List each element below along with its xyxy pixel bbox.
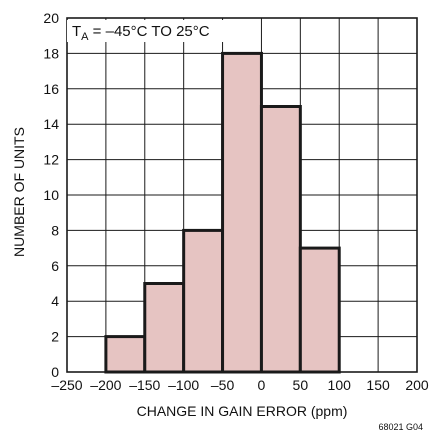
histogram-bar <box>104 335 147 374</box>
histogram-bar <box>143 282 186 374</box>
y-tick-label: 18 <box>43 45 59 61</box>
histogram-bar <box>259 105 302 374</box>
x-tick-label: 50 <box>293 377 309 393</box>
histogram-bar <box>298 246 341 374</box>
y-tick-label: 12 <box>43 152 59 168</box>
y-tick-label: 10 <box>43 187 59 203</box>
y-tick-labels: 0 2 4 6 8 10 12 14 16 18 20 <box>43 10 59 380</box>
x-tick-labels: –250 –200 –150 –100 –50 0 50 100 150 200 <box>51 377 428 393</box>
x-tick-label: –100 <box>168 377 199 393</box>
y-tick-label: 0 <box>51 364 59 380</box>
y-tick-label: 8 <box>51 222 59 238</box>
y-tick-label: 2 <box>51 329 59 345</box>
y-tick-label: 16 <box>43 81 59 97</box>
x-tick-label: 150 <box>366 377 390 393</box>
x-tick-label: 100 <box>328 377 352 393</box>
x-tick-label: 0 <box>258 377 266 393</box>
x-tick-label: –50 <box>211 377 235 393</box>
y-tick-label: 14 <box>43 116 59 132</box>
x-tick-label: 200 <box>405 377 429 393</box>
y-tick-label: 20 <box>43 10 59 26</box>
y-tick-label: 6 <box>51 258 59 274</box>
y-axis-label: NUMBER OF UNITS <box>11 127 27 257</box>
annotation-t: T <box>72 23 81 40</box>
figure-id: 68021 G04 <box>378 422 423 432</box>
temperature-annotation: TA = –45°C TO 25°C <box>72 23 210 43</box>
x-axis-label: CHANGE IN GAIN ERROR (ppm) <box>137 403 348 419</box>
histogram-bar <box>182 228 225 374</box>
x-tick-label: –150 <box>129 377 160 393</box>
y-tick-label: 4 <box>51 293 59 309</box>
histogram-bar <box>221 51 263 374</box>
annotation-subscript: A <box>81 31 89 43</box>
annotation-box <box>67 20 228 42</box>
x-tick-label: –250 <box>51 377 82 393</box>
plot-frame <box>66 17 418 373</box>
histogram-bars <box>104 51 341 374</box>
x-tick-label: –200 <box>90 377 121 393</box>
annotation-rest: = –45°C TO 25°C <box>89 23 210 40</box>
